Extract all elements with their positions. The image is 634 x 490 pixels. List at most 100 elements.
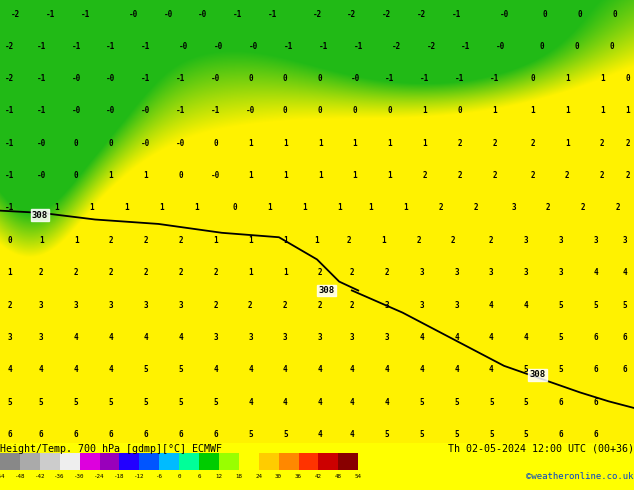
Text: -1: -1	[490, 74, 499, 83]
Text: -36: -36	[55, 474, 65, 479]
Text: 0: 0	[318, 106, 323, 115]
Text: 2: 2	[384, 268, 389, 277]
Text: 30: 30	[275, 474, 282, 479]
Text: 5: 5	[108, 398, 113, 407]
Text: 1: 1	[381, 236, 386, 245]
Text: 308: 308	[529, 370, 546, 379]
Text: -2: -2	[382, 10, 391, 19]
Text: 1: 1	[248, 236, 253, 245]
Text: -0: -0	[198, 10, 207, 19]
Text: -1: -1	[284, 42, 293, 51]
Text: 1: 1	[530, 106, 535, 115]
Text: 2: 2	[248, 300, 253, 310]
Text: 3: 3	[349, 333, 354, 342]
Text: -1: -1	[233, 10, 242, 19]
Text: 4: 4	[349, 366, 354, 374]
Bar	[299, 453, 318, 470]
Text: 0: 0	[612, 10, 618, 19]
Text: 3: 3	[384, 333, 389, 342]
Text: -2: -2	[392, 42, 401, 51]
Text: 3: 3	[559, 236, 564, 245]
Text: 1: 1	[403, 203, 408, 213]
Text: 2: 2	[473, 203, 478, 213]
Text: 5: 5	[593, 300, 598, 310]
Text: 5: 5	[384, 430, 389, 439]
Text: -1: -1	[176, 74, 185, 83]
Text: 2: 2	[143, 268, 148, 277]
Text: 4: 4	[39, 366, 44, 374]
Text: 0: 0	[283, 106, 288, 115]
Text: -1: -1	[455, 74, 464, 83]
Text: 3: 3	[7, 333, 12, 342]
Bar	[119, 453, 139, 470]
Text: 2: 2	[492, 139, 497, 147]
Text: 4: 4	[213, 366, 218, 374]
Text: 3: 3	[39, 333, 44, 342]
Text: 1: 1	[159, 203, 164, 213]
Text: 4: 4	[384, 366, 389, 374]
Text: 0: 0	[108, 139, 113, 147]
Text: 2: 2	[600, 171, 605, 180]
Text: 2: 2	[108, 236, 113, 245]
Text: -1: -1	[141, 74, 150, 83]
Text: 5: 5	[489, 430, 494, 439]
Text: 4: 4	[384, 398, 389, 407]
Text: 4: 4	[419, 366, 424, 374]
Text: -1: -1	[462, 42, 470, 51]
Text: -2: -2	[11, 10, 20, 19]
Text: -2: -2	[5, 42, 14, 51]
Text: -48: -48	[15, 474, 25, 479]
Text: 5: 5	[39, 398, 44, 407]
Text: -0: -0	[496, 42, 505, 51]
Text: ©weatheronline.co.uk: ©weatheronline.co.uk	[526, 472, 634, 481]
Text: -1: -1	[5, 139, 14, 147]
Text: 2: 2	[318, 300, 323, 310]
Text: 4: 4	[489, 333, 494, 342]
Text: 4: 4	[454, 366, 459, 374]
Text: 1: 1	[625, 106, 630, 115]
Text: 1: 1	[283, 268, 288, 277]
Text: 1: 1	[267, 203, 272, 213]
Text: 1: 1	[108, 171, 113, 180]
Text: 2: 2	[318, 268, 323, 277]
Text: 5: 5	[524, 430, 529, 439]
Text: 3: 3	[248, 333, 253, 342]
Text: 3: 3	[524, 268, 529, 277]
Text: 1: 1	[7, 268, 12, 277]
Text: 0: 0	[213, 139, 218, 147]
Text: 4: 4	[349, 430, 354, 439]
Text: 0: 0	[543, 10, 548, 19]
Text: -0: -0	[211, 171, 220, 180]
Text: -0: -0	[37, 171, 46, 180]
Text: 6: 6	[108, 430, 113, 439]
Text: 6: 6	[178, 430, 183, 439]
Text: 0: 0	[232, 203, 237, 213]
Text: 6: 6	[559, 430, 564, 439]
Text: 1: 1	[283, 139, 288, 147]
Text: Height/Temp. 700 hPa [gdmp][°C] ECMWF: Height/Temp. 700 hPa [gdmp][°C] ECMWF	[0, 444, 222, 454]
Text: 6: 6	[74, 430, 79, 439]
Text: -0: -0	[37, 139, 46, 147]
Text: -0: -0	[164, 10, 172, 19]
Text: 5: 5	[143, 398, 148, 407]
Text: 1: 1	[600, 106, 605, 115]
Text: -2: -2	[427, 42, 436, 51]
Text: -1: -1	[385, 74, 394, 83]
Text: 2: 2	[530, 171, 535, 180]
Bar	[60, 453, 80, 470]
Text: 3: 3	[384, 300, 389, 310]
Text: 4: 4	[248, 366, 253, 374]
Text: 4: 4	[419, 333, 424, 342]
Text: -1: -1	[141, 42, 150, 51]
Text: 1: 1	[387, 171, 392, 180]
Text: -0: -0	[351, 74, 359, 83]
Text: 4: 4	[349, 398, 354, 407]
Text: 4: 4	[318, 398, 323, 407]
Text: 3: 3	[524, 236, 529, 245]
Bar	[179, 453, 199, 470]
Text: 0: 0	[353, 106, 358, 115]
Text: 1: 1	[353, 171, 358, 180]
Text: 5: 5	[178, 398, 183, 407]
Text: 0: 0	[248, 74, 253, 83]
Text: -0: -0	[214, 42, 223, 51]
